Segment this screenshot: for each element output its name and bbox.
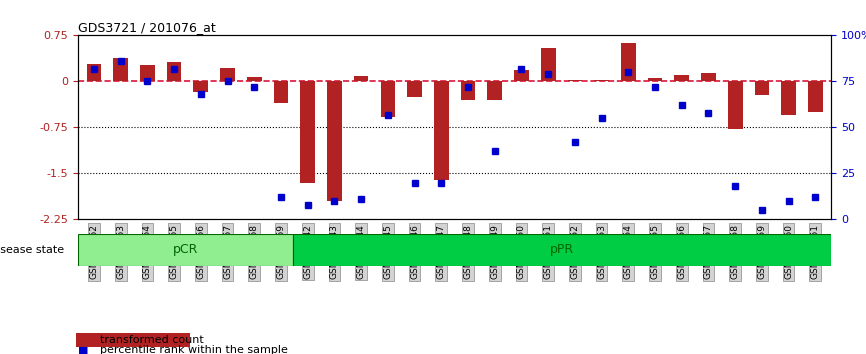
Bar: [380, 81, 395, 117]
Text: ■: ■: [78, 335, 88, 345]
Text: transformed count: transformed count: [100, 335, 204, 345]
Bar: [434, 81, 449, 179]
Bar: [274, 81, 288, 103]
Bar: [754, 81, 769, 95]
Text: GDS3721 / 201076_at: GDS3721 / 201076_at: [78, 21, 216, 34]
Bar: [621, 44, 636, 81]
Bar: [727, 81, 742, 129]
Bar: [247, 76, 262, 81]
Bar: [808, 81, 823, 112]
Bar: [540, 48, 555, 81]
Bar: [327, 81, 342, 201]
Text: percentile rank within the sample: percentile rank within the sample: [100, 346, 288, 354]
Bar: [220, 68, 235, 81]
Bar: [193, 81, 208, 92]
Bar: [461, 81, 475, 100]
Text: ■: ■: [78, 346, 88, 354]
Bar: [675, 75, 689, 81]
Bar: [488, 81, 502, 100]
Bar: [407, 81, 422, 97]
Bar: [113, 58, 128, 81]
Bar: [140, 65, 155, 81]
Bar: [701, 73, 716, 81]
FancyBboxPatch shape: [78, 234, 294, 266]
Text: pCR: pCR: [173, 243, 198, 256]
Bar: [648, 78, 662, 81]
Text: disease state: disease state: [0, 245, 64, 255]
Bar: [781, 81, 796, 115]
Text: transformed count: transformed count: [78, 335, 189, 345]
Bar: [354, 76, 369, 81]
Bar: [87, 64, 101, 81]
Bar: [567, 80, 582, 81]
Bar: [594, 80, 609, 81]
Text: pPR: pPR: [550, 243, 574, 256]
Bar: [301, 81, 315, 183]
Bar: [167, 62, 182, 81]
Bar: [514, 70, 529, 81]
FancyBboxPatch shape: [294, 234, 831, 266]
